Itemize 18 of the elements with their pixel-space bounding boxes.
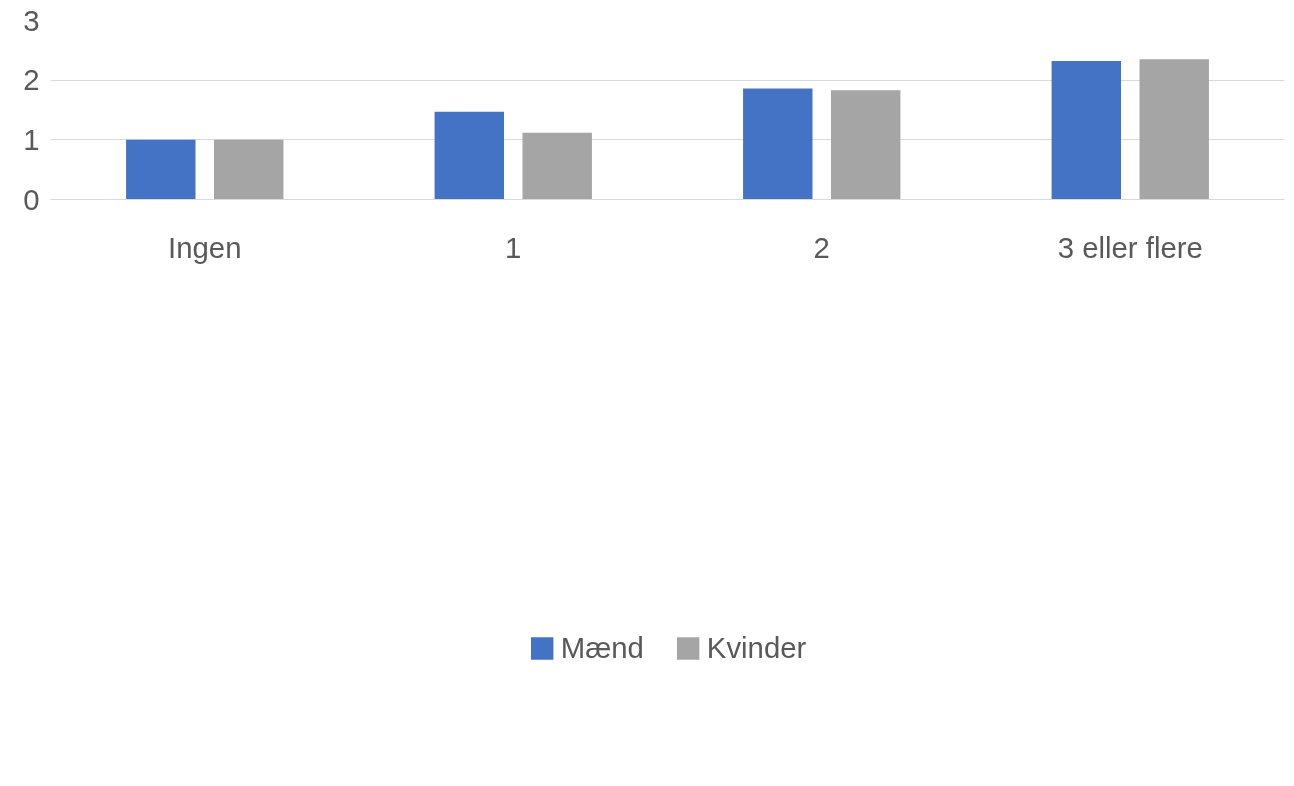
bar [743, 88, 813, 200]
bar [434, 111, 504, 200]
x-tick-label: 3 eller flere [1057, 230, 1203, 264]
x-tick-label: Ingen [168, 230, 242, 264]
y-tick-label: 3 [23, 3, 40, 37]
bar [831, 90, 901, 200]
x-tick-label: 1 [505, 230, 522, 264]
bar [126, 139, 196, 200]
y-tick-label: 0 [23, 182, 40, 216]
legend-label: Mænd [560, 630, 644, 665]
y-tick-label: 1 [23, 122, 40, 156]
bar [1051, 61, 1121, 200]
bar [1139, 59, 1209, 200]
legend-label: Kvinder [706, 630, 807, 665]
x-tick-label: 2 [813, 230, 830, 264]
y-tick-label: 2 [23, 63, 40, 97]
bar [522, 132, 592, 200]
bar [214, 139, 284, 200]
